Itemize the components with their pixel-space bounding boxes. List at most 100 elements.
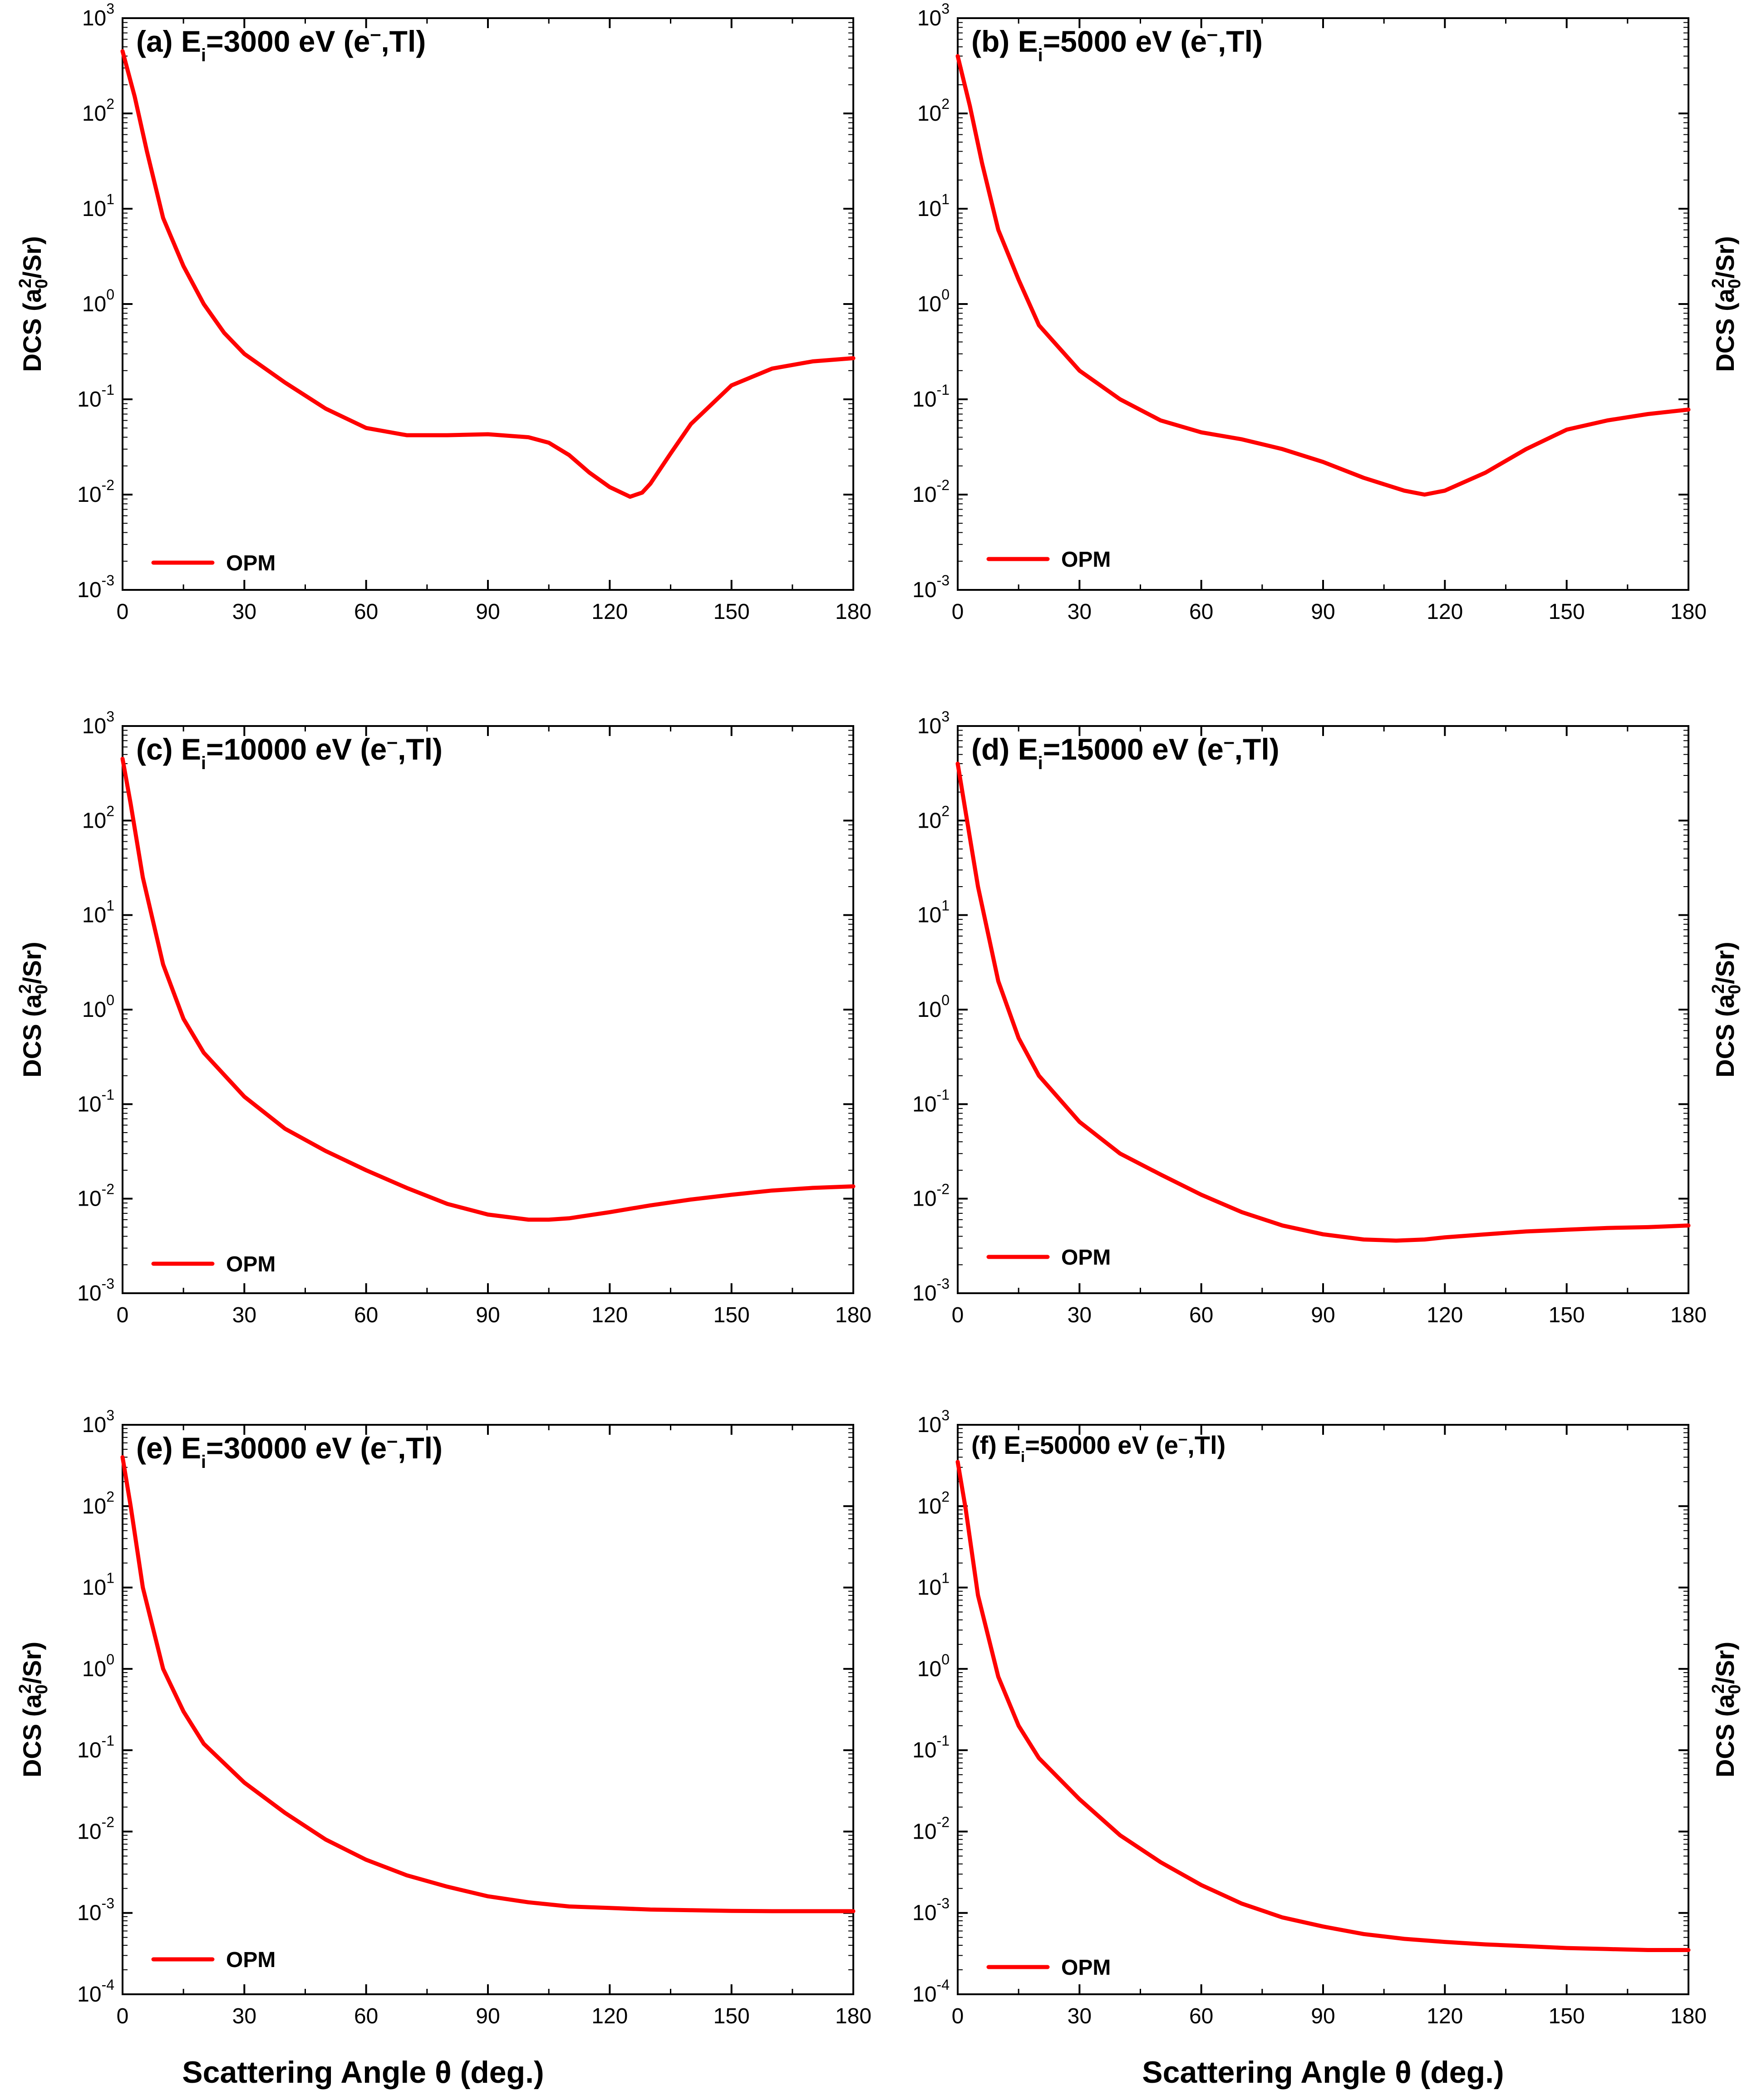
x-tick-label: 0: [952, 1303, 964, 1327]
x-tick-label: 30: [1068, 2004, 1092, 2028]
axes-frame: [957, 17, 1689, 591]
y-tick-label: 100: [82, 992, 114, 1022]
x-tick-label: 120: [1427, 2004, 1463, 2028]
series-line-opm: [955, 761, 1691, 1243]
y-axis-label: DCS (a02/Sr): [16, 942, 51, 1077]
x-tick-label: 0: [117, 2004, 129, 2028]
axes-frame: [122, 725, 854, 1294]
y-axis-label: DCS (a02/Sr): [16, 236, 51, 372]
y-tick-label: 101: [82, 1570, 114, 1600]
y-tick-label: 103: [917, 0, 950, 30]
series-line-opm: [955, 1460, 1691, 1952]
y-tick-label: 100: [82, 286, 114, 316]
x-tick-label: 150: [714, 1303, 750, 1327]
y-tick-label: 101: [917, 191, 950, 221]
x-axis-label-right: Scattering Angle θ (deg.): [1142, 2055, 1504, 2090]
y-tick-label: 10-2: [77, 477, 114, 507]
x-tick-label: 0: [117, 600, 129, 624]
y-tick-label: 10-2: [77, 1814, 114, 1844]
y-tick-label: 102: [917, 96, 950, 126]
legend-label-opm: OPM: [1061, 1956, 1111, 1980]
x-tick-label: 90: [1311, 600, 1335, 624]
x-tick-label: 120: [1427, 600, 1463, 624]
axes-frame: [957, 1424, 1689, 1995]
y-tick-label: 10-3: [912, 1895, 950, 1925]
y-tick-label: 10-2: [912, 1814, 950, 1844]
y-tick-label: 100: [917, 286, 950, 316]
y-tick-label: 102: [82, 803, 114, 833]
y-tick-label: 101: [82, 898, 114, 927]
chart-panel-f: 0 30 60 90 120 150 180 103 102 101 100 10-1 10-2 10-3…: [912, 1407, 1744, 2028]
x-tick-label: 180: [1670, 2004, 1707, 2028]
x-tick-label: 90: [476, 1303, 500, 1327]
y-tick-label: 10-2: [912, 1181, 950, 1211]
x-tick-label: 30: [232, 2004, 256, 2028]
x-tick-label: 180: [835, 1303, 871, 1327]
x-tick-label: 0: [952, 2004, 964, 2028]
panel-title: (e) Ei=30000 eV (e–,Tl): [136, 1430, 443, 1472]
y-tick-label: 10-2: [77, 1181, 114, 1211]
x-tick-label: 30: [232, 1303, 256, 1327]
y-tick-label: 10-1: [912, 1732, 950, 1762]
panel-title: (a) Ei=3000 eV (e–,Tl): [136, 23, 426, 65]
x-tick-label: 60: [1189, 600, 1213, 624]
x-tick-label: 90: [476, 600, 500, 624]
x-tick-label: 30: [1068, 600, 1092, 624]
series-line-opm: [120, 49, 856, 499]
x-tick-label: 60: [1189, 1303, 1213, 1327]
y-tick-label: 10-1: [77, 1732, 114, 1762]
y-tick-label: 10-1: [912, 382, 950, 412]
y-tick-label: 102: [917, 1488, 950, 1518]
y-tick-label: 103: [82, 708, 114, 738]
series-line-opm: [955, 54, 1691, 497]
y-tick-label: 101: [917, 898, 950, 927]
y-axis-label: DCS (a02/Sr): [16, 1642, 51, 1777]
y-tick-label: 10-4: [912, 1977, 950, 2007]
y-tick-label: 103: [917, 708, 950, 738]
legend-label-opm: OPM: [1061, 1246, 1111, 1270]
y-tick-label: 102: [82, 96, 114, 126]
y-tick-label: 10-2: [912, 477, 950, 507]
legend-label-opm: OPM: [1061, 548, 1111, 572]
y-tick-label: 10-3: [77, 1276, 114, 1305]
axes-frame: [957, 725, 1689, 1294]
x-tick-label: 60: [354, 2004, 378, 2028]
y-tick-label: 102: [82, 1488, 114, 1518]
y-tick-label: 101: [82, 191, 114, 221]
x-tick-label: 60: [354, 600, 378, 624]
x-tick-label: 120: [591, 1303, 628, 1327]
chart-panel-c: 0 30 60 90 120 150 180 103 102 101 100 10-1 10-2 10-3…: [16, 708, 871, 1327]
x-tick-label: 90: [1311, 2004, 1335, 2028]
x-tick-label: 60: [354, 1303, 378, 1327]
x-tick-label: 150: [1549, 600, 1585, 624]
panel-title: (d) Ei=15000 eV (e–,Tl): [971, 731, 1280, 773]
panel-title: (b) Ei=5000 eV (e–,Tl): [971, 23, 1263, 65]
y-tick-label: 100: [917, 1651, 950, 1681]
chart-panel-e: 0 30 60 90 120 150 180 103 102 101 100 10-1 10-2 10-3…: [16, 1407, 871, 2028]
y-tick-label: 100: [917, 992, 950, 1022]
x-tick-label: 120: [591, 600, 628, 624]
chart-panel-d: 0 30 60 90 120 150 180 103 102 101 100 10-1 10-2 10-3…: [912, 708, 1744, 1327]
y-tick-label: 103: [82, 1407, 114, 1437]
panel-title: (c) Ei=10000 eV (e–,Tl): [136, 731, 443, 773]
x-tick-label: 180: [835, 2004, 871, 2028]
x-tick-label: 150: [714, 2004, 750, 2028]
x-tick-label: 180: [1670, 600, 1707, 624]
legend-label-opm: OPM: [226, 551, 276, 575]
x-tick-label: 150: [1549, 1303, 1585, 1327]
y-tick-label: 10-1: [912, 1086, 950, 1116]
x-tick-label: 90: [476, 2004, 500, 2028]
axes-frame: [122, 1424, 854, 1995]
y-tick-label: 10-3: [77, 572, 114, 602]
y-tick-label: 10-3: [912, 572, 950, 602]
y-axis-label: DCS (a02/Sr): [1709, 236, 1744, 372]
y-tick-label: 10-1: [77, 382, 114, 412]
x-tick-label: 60: [1189, 2004, 1213, 2028]
series-line-opm: [120, 1455, 856, 1914]
legend-label-opm: OPM: [226, 1252, 276, 1276]
legend-label-opm: OPM: [226, 1948, 276, 1972]
x-tick-label: 0: [117, 1303, 129, 1327]
y-tick-label: 100: [82, 1651, 114, 1681]
x-tick-label: 90: [1311, 1303, 1335, 1327]
